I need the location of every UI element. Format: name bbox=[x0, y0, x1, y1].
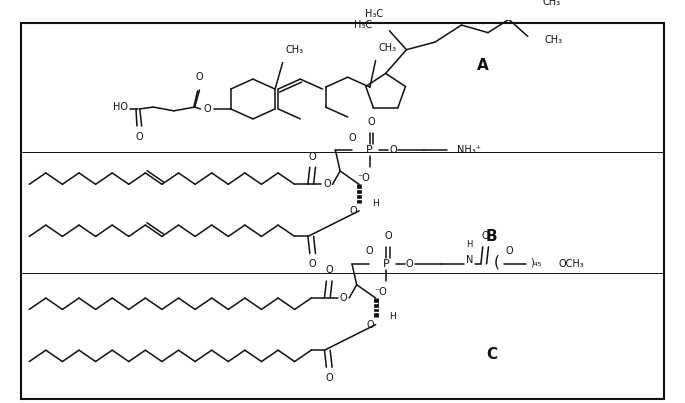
Text: O: O bbox=[384, 231, 392, 241]
Text: C: C bbox=[486, 347, 497, 362]
Text: O: O bbox=[366, 320, 374, 330]
Text: O: O bbox=[325, 373, 333, 383]
Text: O: O bbox=[368, 117, 375, 127]
Text: N: N bbox=[466, 255, 473, 265]
Text: O: O bbox=[482, 231, 490, 241]
Text: B: B bbox=[486, 229, 497, 244]
Text: HO: HO bbox=[114, 102, 128, 112]
Text: H: H bbox=[373, 199, 379, 208]
Text: H₃C: H₃C bbox=[364, 9, 383, 19]
Text: ⁻O: ⁻O bbox=[374, 287, 387, 297]
Text: O: O bbox=[340, 293, 347, 303]
Text: H: H bbox=[389, 312, 396, 322]
Text: O: O bbox=[365, 246, 373, 256]
Text: H: H bbox=[466, 240, 473, 249]
Text: CH₃: CH₃ bbox=[286, 45, 303, 55]
Text: CH₃: CH₃ bbox=[543, 0, 561, 7]
Text: O: O bbox=[389, 145, 397, 155]
Text: O: O bbox=[136, 132, 144, 142]
Text: O: O bbox=[309, 259, 316, 269]
Text: P: P bbox=[366, 145, 373, 155]
Text: O: O bbox=[203, 104, 211, 114]
Text: P: P bbox=[383, 259, 390, 269]
Text: ⁻O: ⁻O bbox=[358, 173, 370, 183]
Text: O: O bbox=[325, 265, 333, 275]
Text: (: ( bbox=[494, 255, 500, 270]
Text: O: O bbox=[349, 206, 357, 216]
Text: )₄₅: )₄₅ bbox=[530, 257, 542, 267]
Text: O: O bbox=[349, 133, 356, 143]
Text: O: O bbox=[323, 179, 331, 189]
Text: A: A bbox=[477, 58, 488, 73]
Text: CH₃: CH₃ bbox=[545, 35, 563, 45]
Text: O: O bbox=[196, 73, 203, 82]
Text: H₃C: H₃C bbox=[354, 20, 373, 30]
Text: O: O bbox=[506, 246, 513, 256]
Text: O: O bbox=[309, 152, 316, 162]
Text: O: O bbox=[406, 259, 414, 269]
Text: NH₃⁺: NH₃⁺ bbox=[457, 145, 481, 155]
Text: OCH₃: OCH₃ bbox=[558, 259, 584, 269]
Text: CH₃: CH₃ bbox=[378, 43, 397, 53]
